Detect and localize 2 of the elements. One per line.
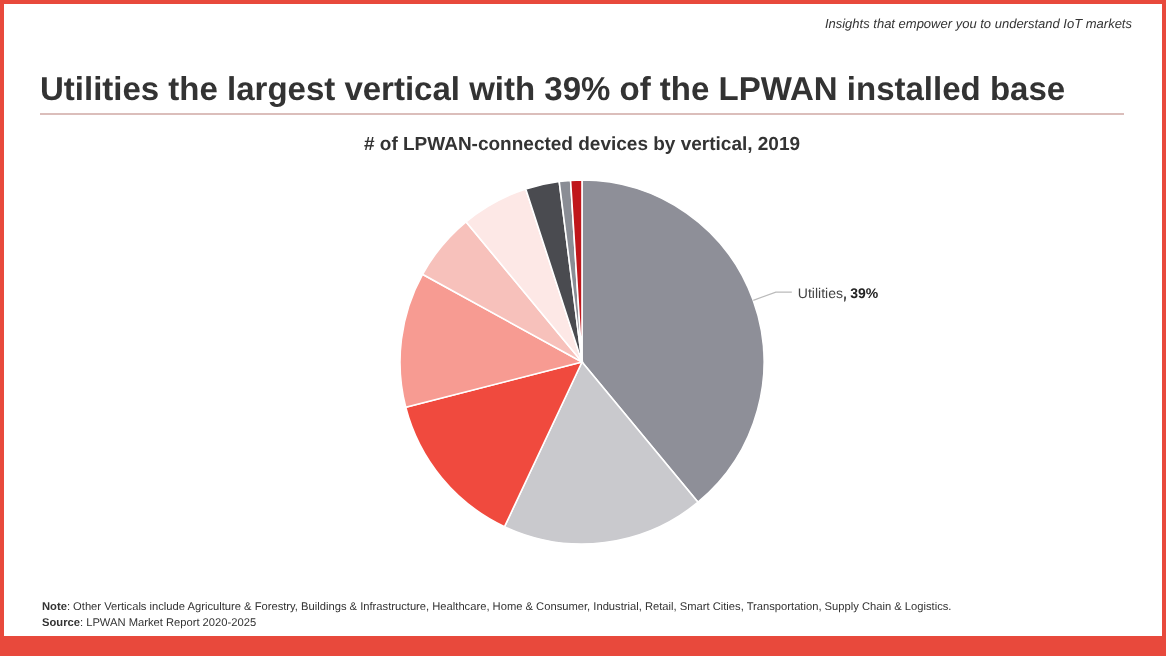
chart-title: Utilities the largest vertical with 39% of the LPWAN installed base xyxy=(40,72,1066,108)
chart-subtitle: # of LPWAN-connected devices by vertical, 2019 xyxy=(363,134,801,156)
